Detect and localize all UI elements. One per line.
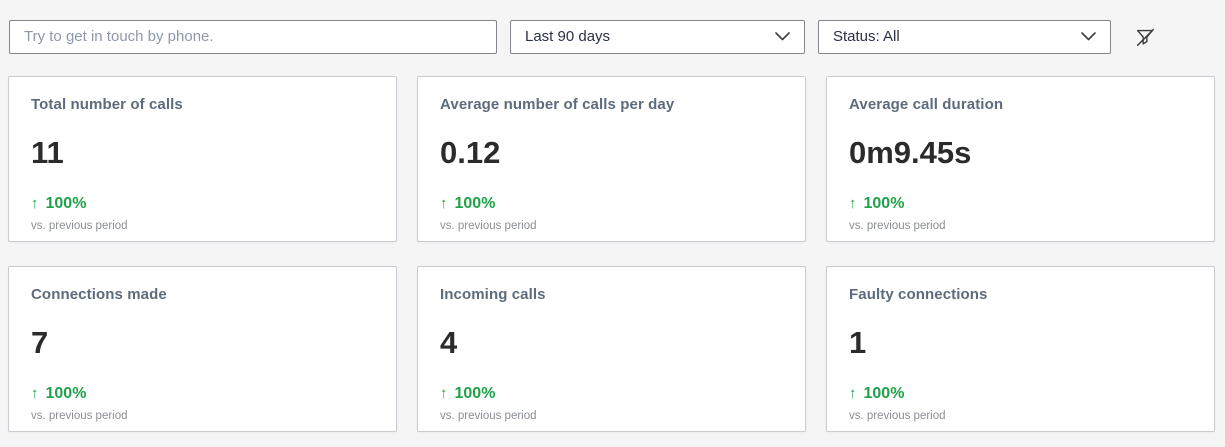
up-arrow-icon: ↑ — [440, 195, 448, 212]
delta-percentage: 100% — [863, 195, 905, 212]
status-value: Status: All — [833, 28, 900, 45]
card-comparison-label: vs. previous period — [440, 410, 537, 422]
card-comparison-label: vs. previous period — [31, 220, 128, 232]
stat-cards-grid: Total number of calls 11 ↑ 100% vs. prev… — [8, 76, 1215, 432]
card-title: Average number of calls per day — [440, 96, 675, 113]
stat-card-incoming-calls: Incoming calls 4 ↑ 100% vs. previous per… — [417, 266, 806, 432]
card-delta: ↑ 100% — [31, 195, 374, 212]
card-value: 7 — [31, 325, 49, 360]
up-arrow-icon: ↑ — [31, 385, 39, 402]
card-value: 4 — [440, 325, 458, 360]
card-title: Connections made — [31, 286, 167, 303]
delta-percentage: 100% — [863, 385, 905, 402]
date-range-value: Last 90 days — [525, 28, 611, 45]
status-select[interactable]: Status: All — [818, 19, 1111, 54]
date-range-select[interactable]: Last 90 days — [510, 19, 805, 54]
card-delta: ↑ 100% — [440, 385, 783, 402]
card-value: 1 — [849, 325, 867, 360]
chevron-down-icon — [1081, 32, 1096, 41]
stat-card-total-number-of-calls: Total number of calls 11 ↑ 100% vs. prev… — [8, 76, 397, 242]
phone-search-input[interactable] — [9, 19, 497, 54]
card-delta: ↑ 100% — [31, 385, 374, 402]
card-delta: ↑ 100% — [440, 195, 783, 212]
card-comparison-label: vs. previous period — [440, 220, 537, 232]
filter-off-icon — [1136, 28, 1154, 46]
card-value: 0.12 — [440, 135, 501, 170]
filter-bar: Last 90 days Status: All — [0, 0, 1225, 54]
card-title: Total number of calls — [31, 96, 183, 113]
delta-percentage: 100% — [454, 385, 496, 402]
delta-percentage: 100% — [45, 385, 87, 402]
card-value: 11 — [31, 135, 64, 170]
card-value: 0m9.45s — [849, 135, 972, 170]
up-arrow-icon: ↑ — [849, 195, 857, 212]
stat-card-average-calls-per-day: Average number of calls per day 0.12 ↑ 1… — [417, 76, 806, 242]
delta-percentage: 100% — [454, 195, 496, 212]
clear-filters-button[interactable] — [1132, 24, 1158, 50]
stat-card-connections-made: Connections made 7 ↑ 100% vs. previous p… — [8, 266, 397, 432]
card-comparison-label: vs. previous period — [31, 410, 128, 422]
up-arrow-icon: ↑ — [440, 385, 448, 402]
chevron-down-icon — [775, 32, 790, 41]
card-title: Faulty connections — [849, 286, 988, 303]
up-arrow-icon: ↑ — [31, 195, 39, 212]
card-title: Incoming calls — [440, 286, 546, 303]
up-arrow-icon: ↑ — [849, 385, 857, 402]
stat-card-faulty-connections: Faulty connections 1 ↑ 100% vs. previous… — [826, 266, 1215, 432]
delta-percentage: 100% — [45, 195, 87, 212]
card-title: Average call duration — [849, 96, 1004, 113]
card-comparison-label: vs. previous period — [849, 220, 946, 232]
stat-card-average-call-duration: Average call duration 0m9.45s ↑ 100% vs.… — [826, 76, 1215, 242]
card-delta: ↑ 100% — [849, 385, 1192, 402]
card-delta: ↑ 100% — [849, 195, 1192, 212]
card-comparison-label: vs. previous period — [849, 410, 946, 422]
